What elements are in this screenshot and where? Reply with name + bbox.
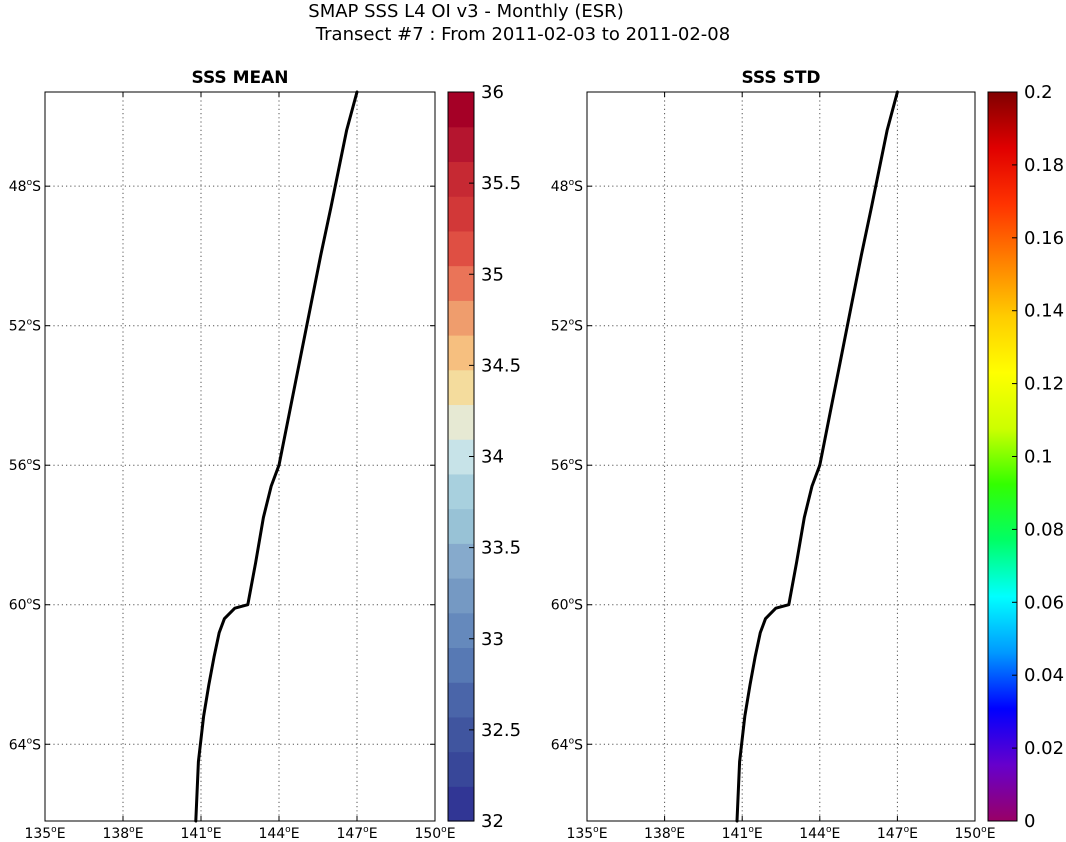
colorbar-segment bbox=[448, 647, 474, 683]
x-tick-label: 141oE bbox=[722, 825, 763, 842]
colorbar-tick-label: 32.5 bbox=[481, 720, 521, 741]
plot-frame bbox=[586, 91, 976, 822]
colorbar-tick-label: 0 bbox=[1024, 811, 1035, 832]
colorbar-tick-label: 0.04 bbox=[1024, 665, 1064, 686]
colorbar-segment bbox=[448, 786, 474, 822]
transect-line-0 bbox=[735, 90, 899, 823]
colorbar-tick-label: 35.5 bbox=[481, 173, 521, 194]
x-tick-label: 135oE bbox=[566, 825, 607, 842]
colorbar-segment bbox=[448, 716, 474, 753]
x-tick-label: 147oE bbox=[336, 825, 377, 842]
colorbar-segment bbox=[448, 578, 474, 614]
colorbar-segment bbox=[448, 682, 474, 718]
x-tick-label: 144oE bbox=[799, 825, 840, 842]
colorbar-segment bbox=[448, 369, 474, 406]
colorbar-segment bbox=[448, 230, 474, 267]
panel-sss-mean: SSS MEAN 135oE 138oE 141oE 144oE 147oE 150oE 4… bbox=[9, 68, 521, 842]
y-tick-label: 56oS bbox=[9, 457, 41, 474]
colorbar-segment bbox=[448, 508, 474, 544]
x-tick-label: 144oE bbox=[258, 825, 299, 842]
x-tick-label: 150oE bbox=[414, 825, 455, 842]
x-tick-label: 141oE bbox=[180, 825, 221, 842]
colorbar-segment bbox=[448, 612, 474, 649]
colorbar-tick-label: 35 bbox=[481, 264, 504, 285]
colorbar-tick-label: 0.08 bbox=[1024, 519, 1064, 540]
x-tick-label: 150oE bbox=[954, 825, 995, 842]
colorbar-segment bbox=[448, 92, 474, 128]
colorbar-tick-label: 33 bbox=[481, 629, 504, 650]
figure-title-line1: SMAP SSS L4 OI v3 - Monthly (ESR) bbox=[308, 1, 623, 22]
y-tick-label: 56oS bbox=[551, 457, 583, 474]
colorbar-tick-label: 36 bbox=[481, 82, 504, 103]
plot-frame bbox=[44, 91, 436, 822]
colorbar-tick-label: 0.18 bbox=[1024, 155, 1064, 176]
panel-title-sss-mean: SSS MEAN bbox=[191, 68, 288, 88]
y-tick-label: 64oS bbox=[9, 736, 41, 753]
x-tick-label: 138oE bbox=[102, 825, 143, 842]
colorbar-tick-label: 0.1 bbox=[1024, 447, 1053, 468]
x-tick-label: 147oE bbox=[877, 825, 918, 842]
colorbar-segment bbox=[448, 543, 474, 579]
colorbar-segment bbox=[448, 126, 474, 163]
x-tick-label: 135oE bbox=[24, 825, 65, 842]
colorbar-segment bbox=[448, 473, 474, 510]
colorbar-tick-label: 0.06 bbox=[1024, 592, 1064, 613]
colorbar-segment bbox=[448, 335, 474, 371]
colorbar-tick-label: 33.5 bbox=[481, 538, 521, 559]
colorbar-tick-label: 34 bbox=[481, 447, 504, 468]
x-tick-label: 138oE bbox=[644, 825, 685, 842]
y-tick-label: 52oS bbox=[9, 318, 41, 335]
y-tick-label: 48oS bbox=[551, 178, 583, 195]
colorbar-tick-label: 32 bbox=[481, 811, 504, 832]
transect-line-0 bbox=[194, 90, 359, 823]
colorbar-segment bbox=[448, 196, 474, 232]
colorbar-tick-label: 0.14 bbox=[1024, 301, 1064, 322]
colorbar-tick-label: 34.5 bbox=[481, 355, 521, 376]
colorbar-segment bbox=[448, 751, 474, 787]
y-tick-label: 60oS bbox=[551, 597, 583, 614]
colorbar-segment bbox=[448, 300, 474, 336]
colorbar-tick-label: 0.2 bbox=[1024, 82, 1053, 103]
colorbar-tick-label: 0.02 bbox=[1024, 738, 1064, 759]
colorbar-tick-label: 0.12 bbox=[1024, 374, 1064, 395]
colorbar-tick-label: 0.16 bbox=[1024, 228, 1064, 249]
panel-sss-std: SSS STD 135oE 138oE 141oE 144oE 147oE 150oE 48… bbox=[551, 68, 1064, 842]
colorbar-segment bbox=[448, 161, 474, 197]
y-tick-label: 60oS bbox=[9, 597, 41, 614]
colorbar-segment bbox=[448, 404, 474, 440]
y-tick-label: 52oS bbox=[551, 318, 583, 335]
y-tick-label: 48oS bbox=[9, 178, 41, 195]
y-tick-label: 64oS bbox=[551, 736, 583, 753]
colorbar-segment bbox=[448, 265, 474, 301]
panel-title-sss-std: SSS STD bbox=[741, 68, 820, 88]
figure-title-line2: Transect #7 : From 2011-02-03 to 2011-02… bbox=[315, 24, 730, 45]
